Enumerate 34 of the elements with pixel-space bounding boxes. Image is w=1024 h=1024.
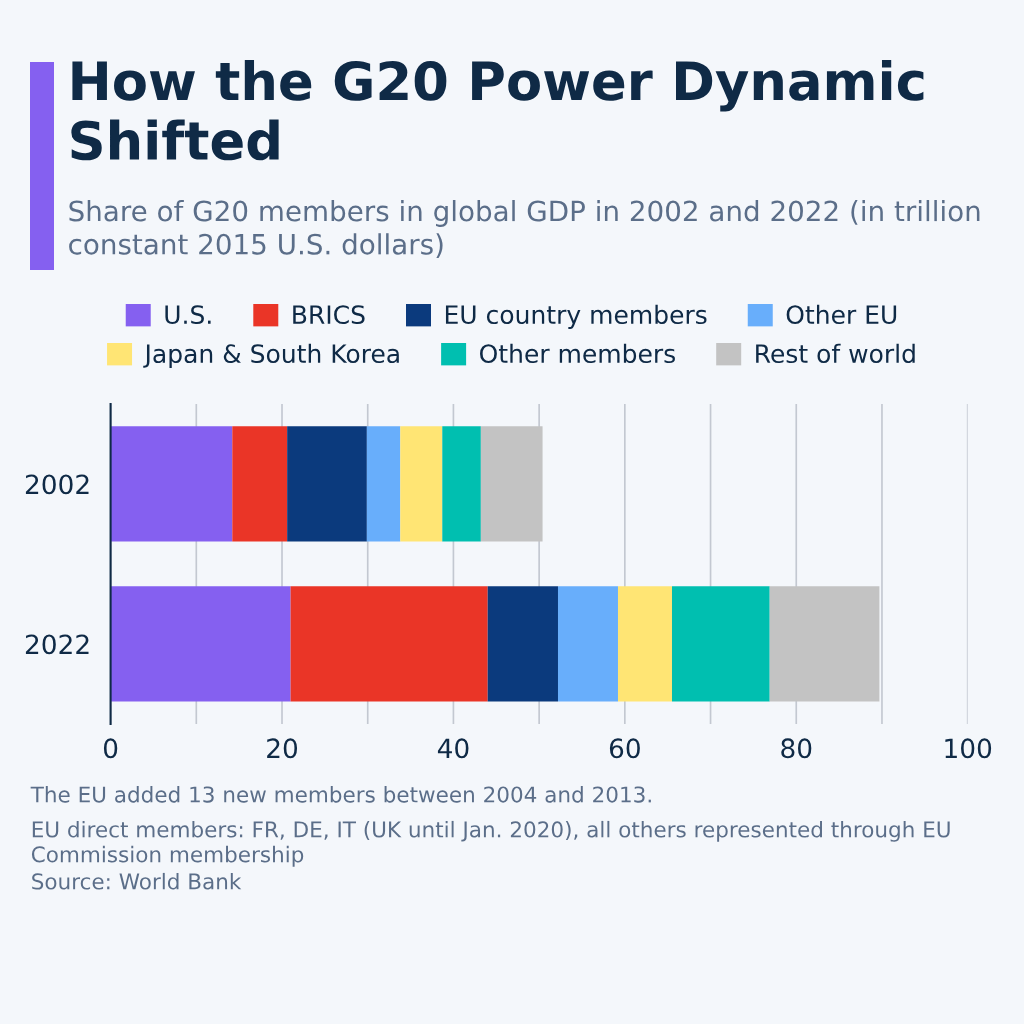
bar: [366, 426, 401, 542]
legend-label: EU country members: [445, 304, 707, 329]
bar: [487, 586, 558, 702]
bar: [671, 586, 770, 702]
x-tick-label: 60: [609, 738, 640, 759]
bar: [400, 426, 443, 542]
legend-label: Japan & South Korea: [143, 343, 399, 368]
bar: [287, 426, 367, 542]
legend-label: Other members: [480, 343, 675, 364]
legend-label: U.S.: [165, 305, 211, 325]
bar: [232, 426, 288, 542]
bar: [442, 426, 481, 542]
legend-label: BRICS: [293, 305, 365, 325]
bar: [617, 586, 672, 702]
x-tick-label: 40: [437, 738, 469, 759]
bar: [110, 426, 233, 542]
source-note: Source: World Bank: [32, 872, 242, 890]
bar: [480, 426, 543, 542]
bar: [290, 586, 488, 702]
y-tick-label: 2002: [25, 474, 89, 495]
bar: [557, 586, 618, 702]
x-tick-label: 20: [267, 738, 298, 759]
x-tick-label: 100: [945, 738, 992, 759]
chart-subtitle: Share of G20 members in global GDP in 2002 and 2022 (in trillion constant 2015 U.S. dollars): [69, 200, 980, 258]
bar: [110, 586, 291, 702]
legend-label: Rest of world: [756, 343, 915, 364]
x-tick-label: 0: [103, 738, 118, 759]
bar: [769, 586, 880, 702]
x-tick-label: 80: [781, 738, 812, 759]
legend-label: Other EU: [786, 304, 897, 325]
text: EU direct members: FR, DE, IT (UK until Jan. 2020), all others represented through EU Commission membership: [31, 820, 950, 867]
text: The EU added 13 new members between 2004 and 2013.: [30, 786, 651, 803]
chart-title: How the G20 Power Dynamic Shifted: [71, 60, 924, 161]
y-tick-label: 2022: [25, 634, 89, 655]
